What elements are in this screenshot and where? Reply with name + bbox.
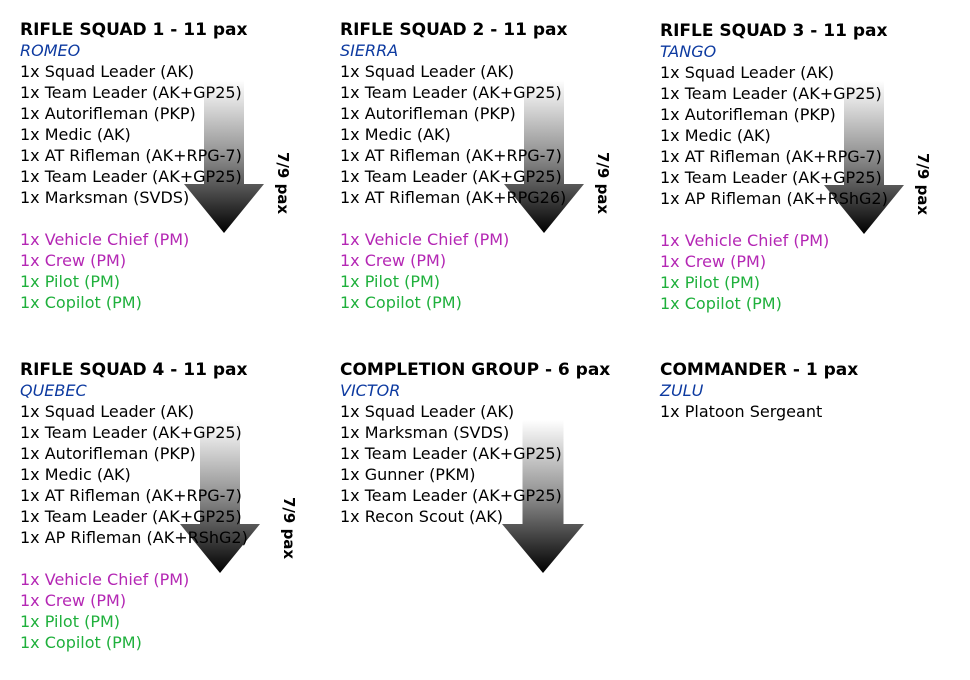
member-line: 1x Squad Leader (AK) [20, 402, 195, 421]
squad-callsign: ROMEO [20, 41, 81, 60]
squad-callsign: QUEBEC [20, 381, 87, 400]
member-line: 1x Autorifleman (PKP) [660, 105, 836, 124]
member-line: 1x Team Leader (AK+GP25) [340, 83, 562, 102]
vehicle-crew-line: 1x Crew (PM) [340, 251, 447, 270]
member-line: 1x Medic (AK) [340, 125, 451, 144]
squad-title: RIFLE SQUAD 1 - 11 pax [20, 20, 248, 40]
squad-callsign: ZULU [660, 381, 704, 400]
squad-title: RIFLE SQUAD 2 - 11 pax [340, 20, 568, 40]
member-line: 1x AT Rifleman (AK+RPG-7) [20, 486, 242, 505]
vehicle-pilot-line: 1x Copilot (PM) [660, 294, 782, 313]
member-line: 1x Platoon Sergeant [660, 402, 823, 421]
squad-block: RIFLE SQUAD 2 - 11 pax SIERRA 1x Squad Lea… [340, 20, 645, 313]
squad-block: RIFLE SQUAD 1 - 11 pax ROMEO 1x Squad Lead… [20, 20, 325, 313]
vehicle-pilot-line: 1x Copilot (PM) [340, 293, 462, 312]
member-line: 1x Team Leader (AK+GP25) [20, 83, 242, 102]
pax-count-label: 7/9 pax [274, 152, 292, 215]
member-line: 1x Medic (AK) [20, 125, 131, 144]
member-line: 1x AT Rifleman (AK+RPG26) [340, 188, 567, 207]
squad-block: COMMANDER - 1 pax ZULU 1x Platoon Sergeant [660, 360, 965, 422]
member-line: 1x AT Rifleman (AK+RPG-7) [340, 146, 562, 165]
vehicle-crew-line: 1x Crew (PM) [660, 252, 767, 271]
member-line: 1x Team Leader (AK+GP25) [20, 423, 242, 442]
member-line: 1x Team Leader (AK+GP25) [660, 84, 882, 103]
vehicle-crew-line: 1x Crew (PM) [20, 591, 127, 610]
member-line: 1x Gunner (PKM) [340, 465, 476, 484]
member-line: 1x Squad Leader (AK) [340, 62, 515, 81]
member-line: 1x Team Leader (AK+GP25) [340, 486, 562, 505]
member-line: 1x Recon Scout (AK) [340, 507, 503, 526]
squad-title: COMMANDER - 1 pax [660, 360, 859, 380]
member-line: 1x AP Rifleman (AK+RShG2) [20, 528, 248, 547]
vehicle-pilot-line: 1x Pilot (PM) [340, 272, 441, 291]
vehicle-pilot-line: 1x Copilot (PM) [20, 293, 142, 312]
squad-block: RIFLE SQUAD 3 - 11 pax TANGO 1x Squad Lead… [660, 21, 965, 314]
squad-block: RIFLE SQUAD 4 - 11 pax QUEBEC 1x Squad Lea… [20, 360, 325, 653]
vehicle-crew-line: 1x Vehicle Chief (PM) [340, 230, 510, 249]
vehicle-crew-line: 1x Crew (PM) [20, 251, 127, 270]
member-line: 1x AP Rifleman (AK+RShG2) [660, 189, 888, 208]
member-line: 1x Medic (AK) [20, 465, 131, 484]
member-line: 1x Team Leader (AK+GP25) [20, 167, 242, 186]
down-arrow-icon [504, 80, 584, 233]
down-arrow-icon [184, 80, 264, 233]
vehicle-crew-line: 1x Vehicle Chief (PM) [660, 231, 830, 250]
member-line: 1x Autorifleman (PKP) [20, 104, 196, 123]
pax-count-label: 7/9 pax [914, 153, 932, 216]
member-line: 1x Squad Leader (AK) [340, 402, 515, 421]
member-line: 1x Marksman (SVDS) [340, 423, 510, 442]
down-arrow-icon [824, 81, 904, 234]
member-line: 1x Team Leader (AK+GP25) [340, 167, 562, 186]
squad-callsign: TANGO [660, 42, 717, 61]
member-line: 1x Team Leader (AK+GP25) [340, 444, 562, 463]
member-line: 1x Marksman (SVDS) [20, 188, 190, 207]
squad-title: RIFLE SQUAD 3 - 11 pax [660, 21, 888, 41]
vehicle-pilot-line: 1x Pilot (PM) [660, 273, 761, 292]
member-line: 1x Medic (AK) [660, 126, 771, 145]
squad-title: RIFLE SQUAD 4 - 11 pax [20, 360, 248, 380]
member-line: 1x Autorifleman (PKP) [340, 104, 516, 123]
down-arrow-icon [180, 420, 260, 573]
down-arrow-icon [502, 420, 584, 573]
pax-count-label: 7/9 pax [280, 497, 298, 560]
vehicle-pilot-line: 1x Copilot (PM) [20, 633, 142, 652]
vehicle-pilot-line: 1x Pilot (PM) [20, 272, 121, 291]
squad-callsign: SIERRA [340, 41, 399, 60]
squad-callsign: VICTOR [340, 381, 401, 400]
member-line: 1x Team Leader (AK+GP25) [20, 507, 242, 526]
member-line: 1x Team Leader (AK+GP25) [660, 168, 882, 187]
vehicle-crew-line: 1x Vehicle Chief (PM) [20, 230, 190, 249]
vehicle-pilot-line: 1x Pilot (PM) [20, 612, 121, 631]
member-line: 1x Squad Leader (AK) [20, 62, 195, 81]
member-line: 1x Autorifleman (PKP) [20, 444, 196, 463]
member-line: 1x AT Rifleman (AK+RPG-7) [20, 146, 242, 165]
member-line: 1x AT Rifleman (AK+RPG-7) [660, 147, 882, 166]
member-line: 1x Squad Leader (AK) [660, 63, 835, 82]
squad-block: COMPLETION GROUP - 6 pax VICTOR 1x Squad L… [340, 360, 645, 527]
pax-count-label: 7/9 pax [594, 152, 612, 215]
squad-title: COMPLETION GROUP - 6 pax [340, 360, 611, 380]
vehicle-crew-line: 1x Vehicle Chief (PM) [20, 570, 190, 589]
